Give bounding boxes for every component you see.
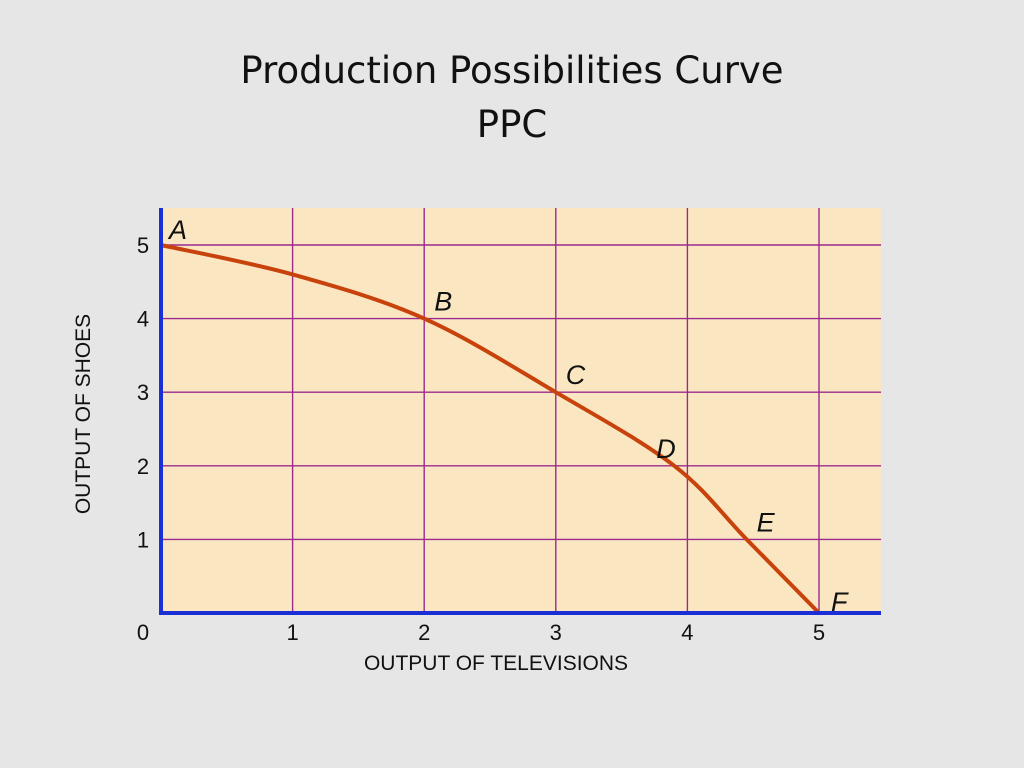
- y-tick-label: 2: [137, 454, 149, 479]
- point-label-b: B: [434, 287, 452, 317]
- y-tick-label: 1: [137, 527, 149, 552]
- tick-labels: 1 2 3 4 5 1 2 3 4 5 0: [137, 233, 825, 645]
- ppc-curve: [159, 243, 821, 615]
- point-label-a: A: [167, 215, 187, 245]
- x-tick-label: 3: [550, 620, 562, 645]
- grid-lines: [161, 208, 881, 613]
- x-tick-label: 5: [813, 620, 825, 645]
- origin-label: 0: [137, 620, 149, 645]
- axes: [159, 208, 881, 615]
- point-label-e: E: [757, 507, 776, 537]
- point-label-c: C: [566, 360, 586, 390]
- y-axis-title: OUTPUT OF SHOES: [72, 314, 95, 514]
- point-label-f: F: [831, 587, 849, 617]
- y-tick-label: 4: [137, 307, 149, 332]
- plot-background: [161, 208, 881, 613]
- x-tick-label: 4: [681, 620, 693, 645]
- slide-title-line-1: Production Possibilities Curve: [240, 49, 784, 92]
- x-tick-label: 1: [286, 620, 298, 645]
- x-tick-label: 2: [418, 620, 430, 645]
- y-tick-label: 5: [137, 233, 149, 258]
- point-labels: A B C D E F: [167, 215, 849, 617]
- slide-title-line-2: PPC: [476, 103, 548, 146]
- y-tick-label: 3: [137, 380, 149, 405]
- slide-title: Production Possibilities Curve PPC: [0, 44, 1024, 152]
- x-axis-title: OUTPUT OF TELEVISIONS: [364, 652, 628, 675]
- point-label-d: D: [656, 434, 676, 464]
